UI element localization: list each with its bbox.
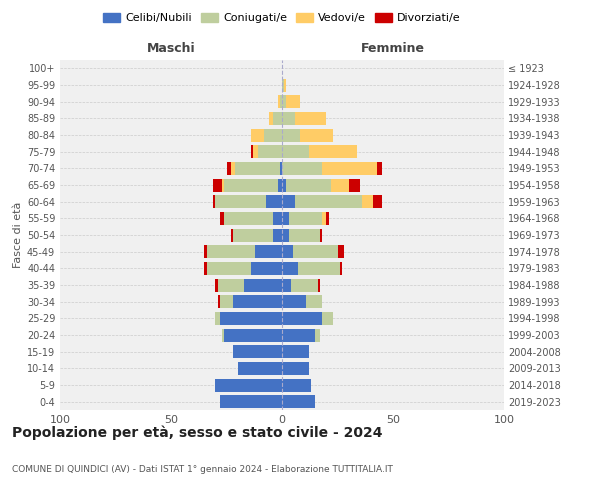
Bar [282, 245, 293, 258]
Bar [282, 278, 291, 291]
Bar [326, 212, 329, 225]
Bar [238, 362, 282, 375]
Bar [266, 195, 282, 208]
Bar [337, 245, 344, 258]
Bar [282, 295, 307, 308]
Bar [289, 228, 320, 241]
Bar [233, 228, 273, 241]
Bar [213, 195, 215, 208]
Bar [220, 312, 282, 325]
Bar [224, 212, 273, 225]
Bar [264, 128, 282, 141]
Bar [204, 262, 206, 275]
Y-axis label: Fasce di età: Fasce di età [13, 202, 23, 268]
Bar [231, 162, 235, 175]
Bar [282, 378, 311, 392]
Legend: Celibi/Nubili, Coniugati/e, Vedovi/e, Divorziati/e: Celibi/Nubili, Coniugati/e, Vedovi/e, Di… [99, 8, 465, 28]
Bar [307, 295, 322, 308]
Bar [273, 228, 282, 241]
Bar [340, 262, 342, 275]
Bar [286, 178, 331, 192]
Bar [220, 395, 282, 408]
Bar [224, 178, 278, 192]
Bar [331, 178, 349, 192]
Bar [282, 312, 322, 325]
Bar [300, 128, 333, 141]
Bar [218, 295, 220, 308]
Bar [257, 145, 282, 158]
Bar [215, 378, 282, 392]
Bar [215, 195, 266, 208]
Bar [222, 328, 224, 342]
Bar [293, 245, 337, 258]
Bar [256, 245, 282, 258]
Bar [215, 278, 218, 291]
Bar [204, 245, 206, 258]
Bar [282, 112, 295, 125]
Bar [282, 362, 308, 375]
Bar [251, 128, 264, 141]
Bar [377, 162, 382, 175]
Bar [253, 145, 257, 158]
Bar [222, 178, 224, 192]
Bar [220, 295, 233, 308]
Bar [282, 228, 289, 241]
Bar [289, 212, 322, 225]
Bar [269, 112, 273, 125]
Bar [244, 278, 282, 291]
Bar [280, 95, 282, 108]
Bar [322, 312, 333, 325]
Bar [278, 178, 282, 192]
Bar [278, 95, 280, 108]
Bar [317, 278, 320, 291]
Bar [282, 395, 316, 408]
Bar [282, 78, 284, 92]
Bar [282, 145, 308, 158]
Bar [282, 262, 298, 275]
Bar [322, 212, 326, 225]
Bar [233, 345, 282, 358]
Bar [282, 328, 316, 342]
Bar [298, 262, 340, 275]
Bar [282, 345, 308, 358]
Bar [282, 178, 286, 192]
Bar [282, 128, 300, 141]
Bar [282, 162, 322, 175]
Bar [218, 278, 244, 291]
Bar [284, 78, 286, 92]
Bar [320, 228, 322, 241]
Bar [322, 162, 377, 175]
Bar [291, 278, 317, 291]
Text: Popolazione per età, sesso e stato civile - 2024: Popolazione per età, sesso e stato civil… [12, 425, 383, 440]
Bar [280, 162, 282, 175]
Bar [251, 145, 253, 158]
Bar [235, 162, 280, 175]
Bar [295, 112, 326, 125]
Text: COMUNE DI QUINDICI (AV) - Dati ISTAT 1° gennaio 2024 - Elaborazione TUTTITALIA.I: COMUNE DI QUINDICI (AV) - Dati ISTAT 1° … [12, 465, 393, 474]
Bar [295, 195, 362, 208]
Bar [231, 228, 233, 241]
Bar [206, 245, 256, 258]
Text: Femmine: Femmine [361, 42, 425, 55]
Bar [213, 178, 222, 192]
Bar [273, 212, 282, 225]
Bar [362, 195, 373, 208]
Bar [215, 312, 220, 325]
Text: Maschi: Maschi [146, 42, 196, 55]
Bar [373, 195, 382, 208]
Bar [273, 112, 282, 125]
Bar [224, 328, 282, 342]
Bar [308, 145, 358, 158]
Bar [349, 178, 360, 192]
Bar [282, 212, 289, 225]
Bar [233, 295, 282, 308]
Bar [316, 328, 320, 342]
Bar [220, 212, 224, 225]
Bar [251, 262, 282, 275]
Bar [206, 262, 251, 275]
Bar [286, 95, 300, 108]
Bar [282, 95, 286, 108]
Bar [227, 162, 231, 175]
Bar [282, 195, 295, 208]
